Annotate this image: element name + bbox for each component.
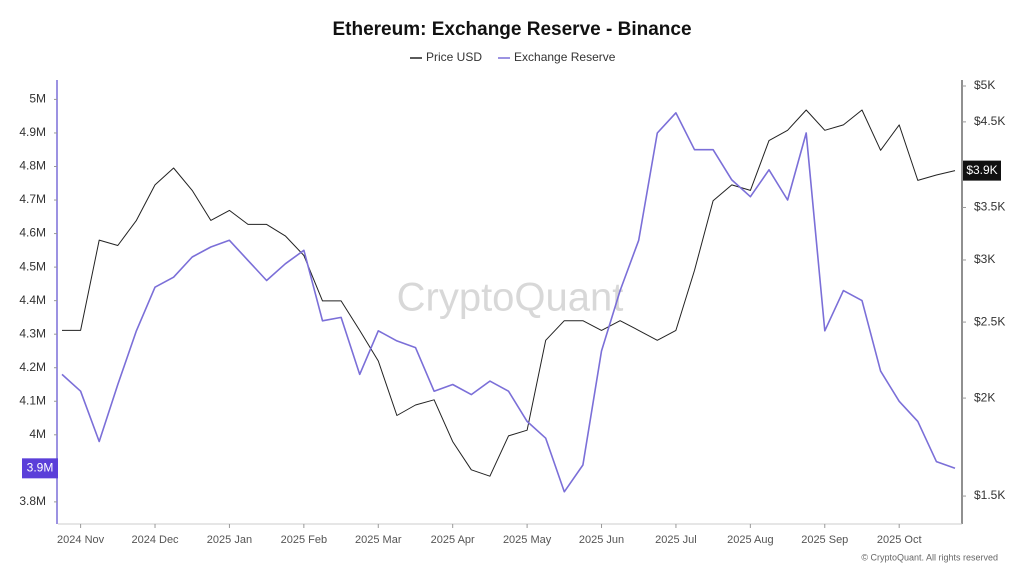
y2-tick-label: $1.5K <box>974 488 1005 502</box>
y-tick-label: 4.5M <box>19 259 46 273</box>
legend-label: Price USD <box>426 50 482 64</box>
watermark: CryptoQuant <box>397 276 624 320</box>
y2-badge-label: $3.9K <box>966 163 997 177</box>
y-tick-label: 3.8M <box>19 494 46 508</box>
footer: © CryptoQuant. All rights reserved <box>861 552 998 562</box>
x-tick-label: 2025 Sep <box>801 534 848 546</box>
x-tick-label: 2025 Aug <box>727 534 774 546</box>
y-badge <box>22 458 58 479</box>
y-tick-label: 4.1M <box>19 393 46 407</box>
legend-label: Exchange Reserve <box>514 50 616 64</box>
y2-tick-label: $2K <box>974 390 995 404</box>
y-tick-label: 4.7M <box>19 192 46 206</box>
y-tick-label: 5M <box>29 92 46 106</box>
x-tick-label: 2025 Feb <box>281 534 327 546</box>
x-tick-label: 2025 Jul <box>655 534 697 546</box>
x-tick-label: 2025 Jan <box>207 534 252 546</box>
x-tick-label: 2025 May <box>503 534 552 546</box>
y-badge-label: 3.9M <box>27 461 54 475</box>
y2-tick-label: $3.5K <box>974 200 1005 214</box>
series-line <box>62 109 956 477</box>
series-line <box>61 112 956 493</box>
y2-tick-label: $4.5K <box>974 114 1005 128</box>
y-tick-label: 4.4M <box>19 293 46 307</box>
y-tick-label: 4.8M <box>19 159 46 173</box>
y-tick-label: 4.3M <box>19 326 46 340</box>
y-tick-label: 4M <box>29 427 46 441</box>
x-tick-label: 2025 Jun <box>579 534 624 546</box>
x-tick-label: 2025 Oct <box>877 534 922 546</box>
x-tick-label: 2024 Nov <box>57 534 105 546</box>
chart-title: Ethereum: Exchange Reserve - Binance <box>332 19 691 40</box>
y-tick-label: 4.9M <box>19 125 46 139</box>
y-tick-label: 4.6M <box>19 226 46 240</box>
y2-tick-label: $5K <box>974 78 995 92</box>
y2-tick-label: $2.5K <box>974 314 1005 328</box>
y-tick-label: 4.2M <box>19 360 46 374</box>
x-tick-label: 2025 Apr <box>431 534 475 546</box>
x-tick-label: 2024 Dec <box>131 534 179 546</box>
y2-badge <box>963 160 1001 181</box>
x-tick-label: 2025 Mar <box>355 534 402 546</box>
y2-tick-label: $3K <box>974 252 995 266</box>
